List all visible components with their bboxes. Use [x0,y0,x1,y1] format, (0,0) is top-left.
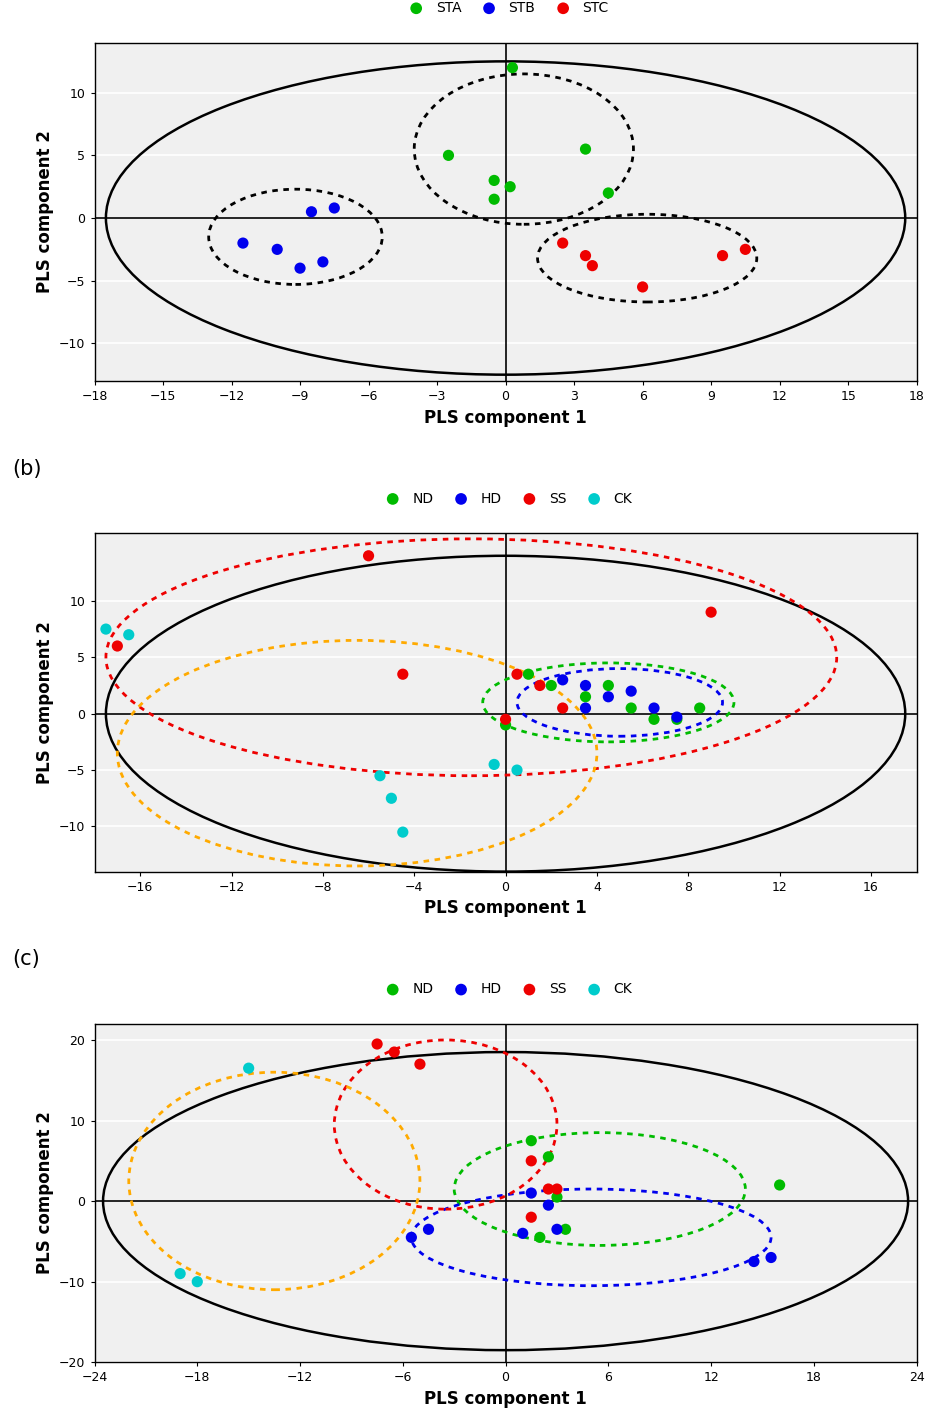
Point [668,708,683,731]
Point [110,634,125,657]
Point [540,1178,555,1200]
Point [600,685,615,708]
Point [715,244,730,267]
X-axis label: PLS component 1: PLS component 1 [424,409,586,427]
Point [386,1040,401,1063]
Point [315,251,330,274]
Legend: STA, STB, STC: STA, STB, STC [396,0,614,20]
Point [497,708,513,731]
Point [403,1226,418,1249]
Point [241,1057,256,1080]
Legend: ND, HD, SS, CK: ND, HD, SS, CK [373,976,637,1002]
Point [548,1218,564,1240]
Point [531,674,547,697]
Point [420,1218,435,1240]
Point [554,668,569,691]
Point [98,617,113,640]
Point [578,697,593,719]
Point [361,545,376,568]
Point [623,697,638,719]
Point [304,200,319,223]
Point [554,697,569,719]
Point [702,600,718,623]
Point [523,1149,538,1172]
Point [509,759,524,782]
Point [523,1182,538,1205]
Point [578,674,593,697]
Point [523,1206,538,1229]
Point [634,275,649,298]
Point [548,1178,564,1200]
Point [441,143,456,166]
Point [412,1053,427,1076]
Point [514,1222,530,1244]
Point [531,1226,547,1249]
Point [372,765,387,788]
Point [771,1174,786,1196]
Point [540,1145,555,1168]
Point [509,663,524,685]
Point [327,197,342,220]
Point [395,663,410,685]
Point [502,176,517,199]
Point [763,1246,778,1269]
Text: (c): (c) [12,949,40,969]
Point [578,138,593,160]
Point [269,238,284,261]
Point [543,674,558,697]
Point [691,697,706,719]
Point [369,1033,384,1056]
Point [578,685,593,708]
Y-axis label: PLS component 2: PLS component 2 [36,131,54,294]
Point [190,1270,205,1293]
Y-axis label: PLS component 2: PLS component 2 [36,622,54,783]
Point [383,788,398,810]
X-axis label: PLS component 1: PLS component 1 [424,900,586,917]
Point [554,231,569,254]
Point [646,708,661,731]
Point [486,753,501,776]
Point [584,254,599,277]
Text: (b): (b) [12,458,42,478]
Point [623,680,638,702]
Point [486,187,501,210]
Legend: ND, HD, SS, CK: ND, HD, SS, CK [373,487,637,511]
Point [548,1186,564,1209]
Point [600,674,615,697]
Point [523,1130,538,1152]
Point [540,1193,555,1216]
Point [646,697,661,719]
Point [486,169,501,192]
Point [600,182,615,204]
Point [173,1263,188,1286]
Y-axis label: PLS component 2: PLS component 2 [36,1111,54,1274]
Point [737,238,752,261]
Point [668,705,683,728]
Point [121,623,136,646]
Point [746,1250,761,1273]
Point [395,820,410,843]
Point [520,663,535,685]
Point [557,1218,572,1240]
Point [293,257,308,280]
Point [578,244,593,267]
X-axis label: PLS component 1: PLS component 1 [424,1389,586,1408]
Point [504,57,519,79]
Point [235,231,250,254]
Point [497,714,513,736]
